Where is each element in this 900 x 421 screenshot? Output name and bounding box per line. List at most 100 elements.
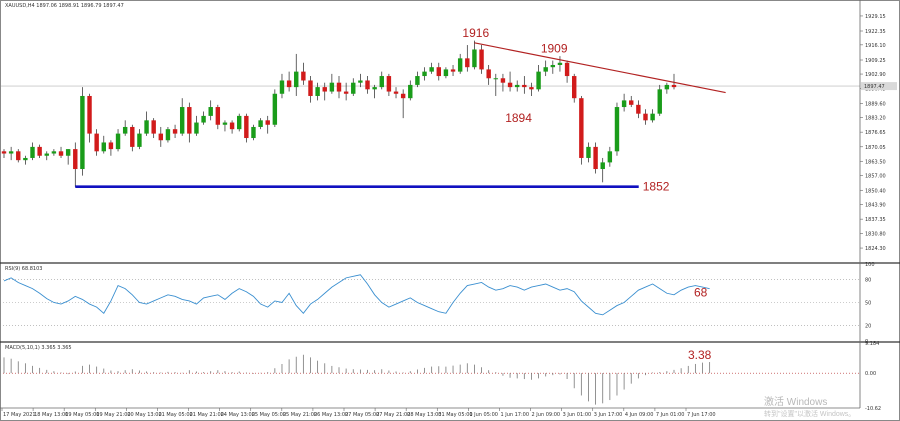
candle-body — [16, 151, 21, 161]
candle-body — [465, 58, 470, 68]
time-tick-label: 27 May 21:00 — [376, 412, 410, 418]
candle-body — [265, 120, 270, 125]
rsi-tick-label: 20 — [865, 324, 871, 330]
candle-body — [286, 80, 292, 88]
candle-body — [614, 107, 620, 152]
price-tick-label: 1876.65 — [865, 130, 886, 136]
candle-body — [329, 82, 335, 92]
macd-tick-label: -10.62 — [865, 406, 881, 412]
rsi-line — [3, 274, 710, 316]
time-tick-label: 24 May 13:00 — [221, 412, 255, 418]
candle-body — [564, 62, 570, 77]
time-tick-label: 19 May 21:00 — [96, 412, 130, 418]
macd-pane[interactable]: 3.38 — [0, 348, 860, 405]
candle-body — [222, 122, 228, 125]
time-tick-label: 25 May 05:00 — [252, 412, 286, 418]
candle-body — [500, 78, 506, 83]
candle-body — [493, 78, 499, 80]
candle-body — [65, 149, 71, 156]
candle-body — [108, 142, 114, 150]
price-tick-label: 1883.20 — [865, 116, 886, 122]
candle-body — [37, 146, 42, 156]
rsi-tick-label: 100 — [865, 262, 875, 268]
price-tick-label: 1857.00 — [865, 174, 886, 180]
candle-body — [301, 71, 306, 81]
candle-body — [629, 100, 634, 105]
time-tick-label: 3 Jun 17:00 — [594, 412, 623, 418]
candle-body — [122, 126, 128, 134]
candle-body — [550, 64, 556, 68]
candle-body — [593, 146, 598, 170]
current-price-label: 1897.47 — [864, 84, 885, 90]
candle-body — [450, 69, 456, 72]
candle-body — [315, 87, 320, 96]
candle-body — [144, 120, 149, 134]
candle-body — [415, 76, 420, 85]
candle-body — [664, 84, 670, 90]
candle-body — [51, 151, 57, 154]
time-tick-label: 20 May 13:00 — [127, 412, 161, 418]
candle-body — [194, 122, 199, 134]
candle-body — [507, 82, 513, 88]
time-tick-label: 17 May 2021 — [3, 412, 36, 418]
candle-body — [393, 91, 399, 94]
candle-body — [351, 82, 356, 94]
price-tick-label: 1870.05 — [865, 145, 886, 151]
rsi-tick-label: 50 — [865, 301, 871, 307]
candle-body — [322, 87, 327, 92]
candle-body — [201, 115, 206, 123]
candle-body — [671, 84, 677, 88]
price-tick-label: 1863.50 — [865, 159, 886, 165]
symbol-header: XAUUSD,H4 1897.06 1898.91 1896.79 1897.4… — [5, 3, 124, 9]
price-annotation: 1916 — [462, 26, 489, 40]
time-tick-label: 1 Jun 17:00 — [500, 412, 529, 418]
candle-body — [208, 107, 213, 116]
candle-body — [244, 115, 249, 139]
macd-title: MACD(5,10,1) 3.365 3.365 — [5, 345, 72, 351]
candle-body — [172, 129, 178, 134]
candle-body — [158, 133, 164, 141]
time-tick-label: 21 May 21:00 — [190, 412, 224, 418]
candle-body — [8, 151, 14, 154]
current-price-tag — [861, 82, 897, 91]
candle-body — [621, 100, 627, 108]
candle-body — [586, 146, 591, 158]
candle-body — [436, 67, 441, 77]
candle-body — [272, 93, 278, 125]
candle-body — [600, 162, 605, 170]
time-tick-label: 19 May 05:00 — [65, 412, 99, 418]
candle-body — [94, 133, 99, 152]
candle-body — [636, 104, 641, 114]
candle-body — [643, 113, 648, 121]
candle-body — [23, 157, 28, 161]
candle-body — [165, 129, 171, 141]
candle-body — [579, 98, 584, 158]
price-tick-label: 1929.15 — [865, 14, 886, 20]
candle-body — [386, 76, 392, 92]
price-pane[interactable]: 1852 1916 1909 1894 — [0, 26, 860, 194]
candle-body — [279, 80, 285, 94]
price-tick-label: 1850.40 — [865, 188, 886, 194]
candle-body — [258, 120, 263, 127]
candle-body — [522, 84, 527, 88]
time-tick-label: 27 May 05:00 — [345, 412, 379, 418]
candle-body — [343, 91, 349, 94]
candle-body — [372, 87, 377, 90]
time-tick-label: 18 May 13:00 — [34, 412, 68, 418]
candle-body — [486, 69, 491, 79]
candle-body — [1, 151, 7, 154]
candle-body — [479, 49, 484, 70]
candle-body — [229, 122, 235, 130]
time-tick-label: 21 May 05:00 — [158, 412, 192, 418]
candle-body — [514, 84, 520, 88]
rsi-pane[interactable]: 68 — [0, 274, 860, 326]
candle-body — [650, 113, 655, 121]
candle-body — [457, 58, 463, 72]
candle-body — [422, 71, 427, 77]
candle-body — [137, 133, 142, 147]
candle-body — [237, 115, 242, 130]
candle-body — [308, 80, 313, 96]
